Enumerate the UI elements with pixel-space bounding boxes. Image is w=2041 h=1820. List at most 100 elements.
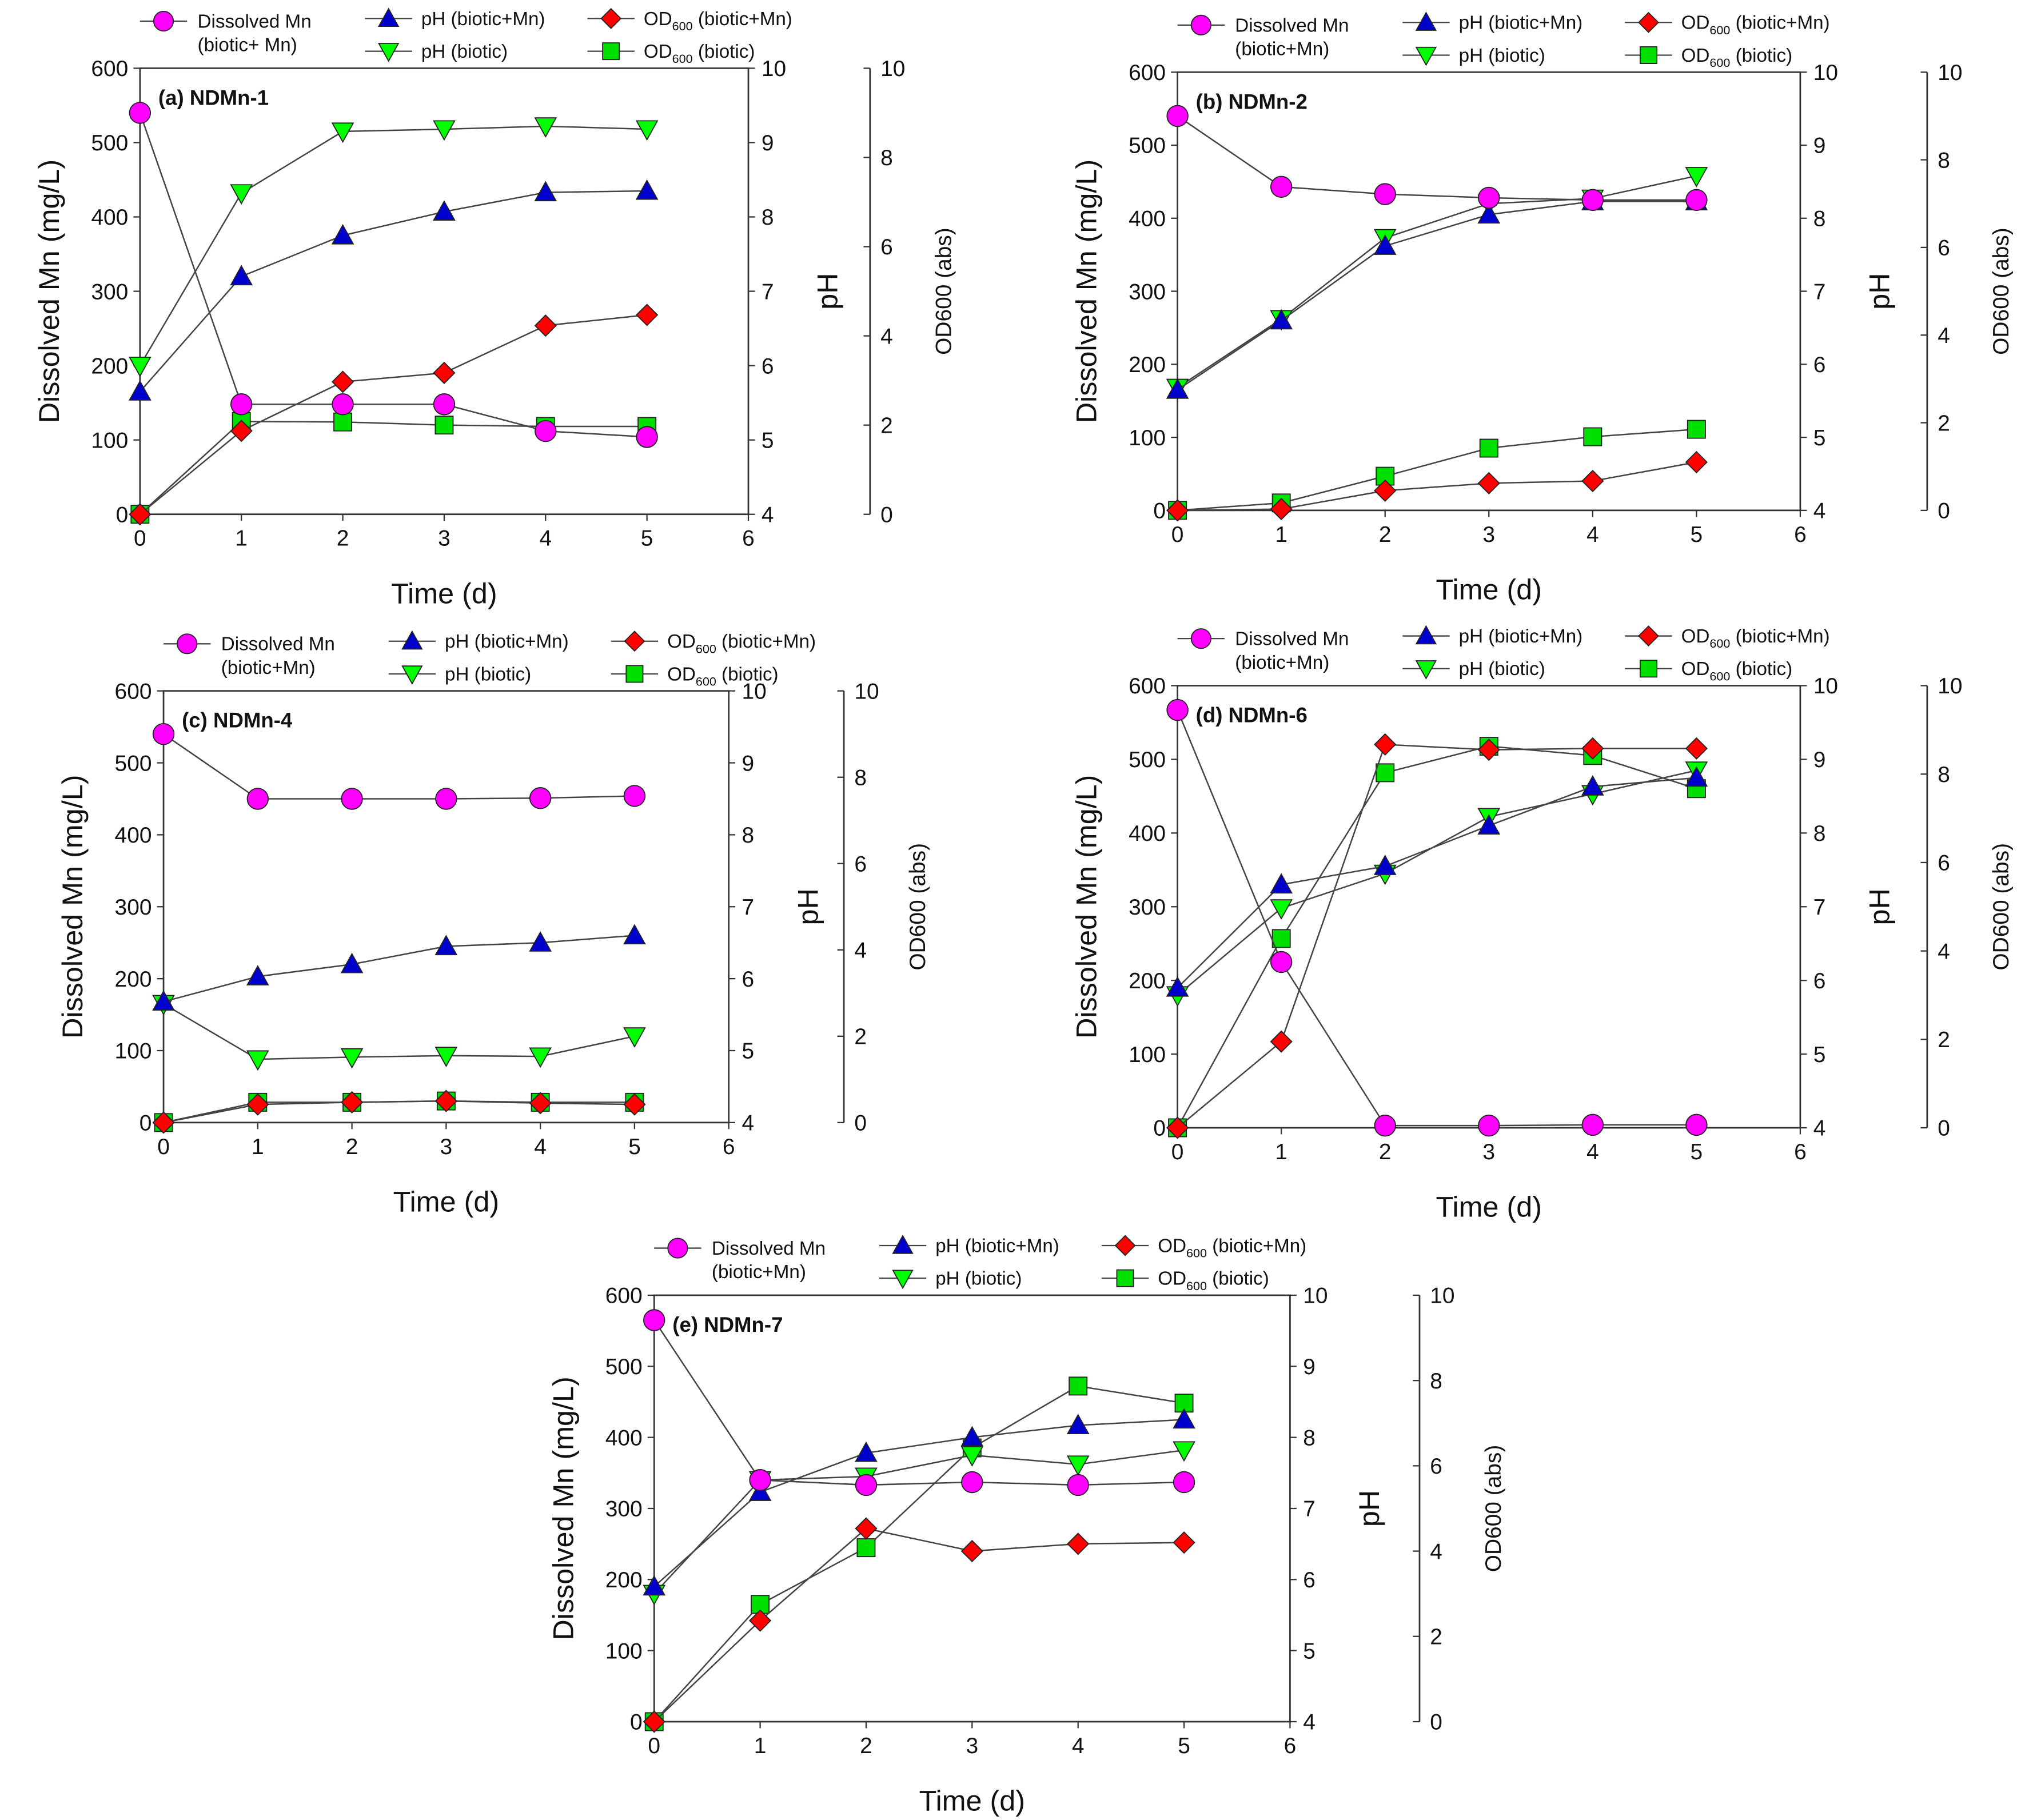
ph-tick-label: 6	[742, 967, 755, 992]
x-tick-label: 0	[134, 526, 146, 551]
data-point-od_mn	[129, 503, 152, 526]
series-line-od_mn	[1177, 461, 1697, 512]
od-tick-label: 8	[1430, 1369, 1442, 1394]
y-left-tick-label: 600	[91, 57, 128, 81]
panel-title: (b) NDMn-2	[1196, 90, 1307, 113]
x-axis-title: Time (d)	[393, 1185, 499, 1218]
data-point-od_mn	[855, 1517, 878, 1540]
panel-title: (c) NDMn-4	[182, 709, 293, 732]
data-point-mn	[435, 788, 457, 810]
ph-axis-title: pH	[1863, 273, 1896, 309]
data-point-ph_mn	[623, 924, 646, 945]
legend-label-ph: pH (biotic)	[421, 41, 508, 62]
data-point-mn	[529, 787, 552, 809]
y-left-tick-label: 100	[91, 428, 128, 453]
data-point-ph_mn	[152, 990, 175, 1011]
data-point-ph	[635, 120, 659, 141]
panel-title: (e) NDMn-7	[672, 1313, 783, 1336]
legend-marker-od_mn	[624, 630, 645, 652]
legend: Dissolved Mn(biotic+Mn)pH (biotic+Mn)pH …	[654, 1234, 1306, 1293]
data-point-ph_mn	[635, 179, 659, 200]
legend-label-od_mn: OD600 (biotic+Mn)	[644, 9, 792, 33]
y-left-tick-label: 400	[91, 205, 128, 230]
y-left-tick-label: 200	[1129, 969, 1166, 993]
chart-panel: 0 1 2 3 4 5 6010020030040050060045678910024681…	[1070, 11, 2014, 605]
x-axis-title: Time (d)	[391, 577, 497, 609]
data-point-od_mn	[1581, 469, 1604, 493]
legend-marker-od_mn	[1114, 1235, 1136, 1256]
data-point-ph_mn	[1581, 775, 1604, 796]
legend-marker-ph_mn	[892, 1234, 914, 1254]
legend-label-ph_mn: pH (biotic+Mn)	[935, 1235, 1059, 1256]
legend-marker-od	[1639, 660, 1657, 678]
data-point-ph_mn	[246, 965, 269, 985]
data-point-ph_mn	[1373, 234, 1397, 255]
legend-marker-mn	[667, 1238, 688, 1259]
ph-tick-label: 10	[1303, 1284, 1328, 1308]
data-point-od	[333, 412, 353, 432]
data-point-od_mn	[1581, 737, 1604, 760]
y-left-tick-label: 600	[1129, 61, 1166, 85]
legend-label-mn-line2: (biotic+ Mn)	[198, 35, 297, 56]
ph-tick-label: 7	[1303, 1497, 1316, 1522]
x-tick-label: 6	[723, 1135, 735, 1159]
ph-tick-label: 8	[742, 823, 755, 848]
data-point-od_mn	[1685, 737, 1708, 760]
legend-marker-ph_mn	[401, 630, 423, 650]
data-point-mn	[230, 393, 253, 416]
legend-marker-mn	[177, 633, 198, 654]
x-tick-label: 2	[346, 1135, 358, 1159]
y-left-axis-title: Dissolved Mn (mg/L)	[547, 1376, 579, 1640]
series-line-od	[1177, 428, 1697, 512]
data-point-mn	[1067, 1474, 1089, 1496]
y-left-tick-label: 200	[605, 1568, 643, 1592]
data-point-mn	[961, 1471, 983, 1494]
legend-label-od_mn: OD600 (biotic+Mn)	[1681, 13, 1830, 37]
ph-tick-label: 7	[742, 895, 755, 920]
legend-label-mn: Dissolved Mn	[1235, 629, 1349, 650]
data-point-ph_mn	[1066, 1414, 1090, 1435]
data-point-mn	[1478, 186, 1500, 209]
data-point-od	[1271, 929, 1291, 948]
x-tick-label: 1	[1275, 522, 1287, 547]
x-tick-label: 4	[1586, 1140, 1599, 1164]
od-axis-title: OD600 (abs)	[1989, 843, 2014, 971]
x-tick-label: 4	[1072, 1734, 1085, 1758]
data-point-ph_mn	[748, 1480, 772, 1501]
od-tick-label: 2	[1430, 1625, 1442, 1650]
od-tick-label: 2	[1938, 411, 1950, 436]
ph-tick-label: 10	[742, 679, 767, 704]
ph-tick-label: 6	[762, 354, 774, 378]
y-left-axis-title: Dissolved Mn (mg/L)	[1070, 159, 1103, 423]
legend: Dissolved Mn(biotic+Mn)pH (biotic+Mn)pH …	[1177, 625, 1830, 683]
panel-title: (d) NDMn-6	[1196, 704, 1307, 727]
series-line-od	[1177, 745, 1697, 1128]
legend-label-od: OD600 (biotic)	[1681, 658, 1792, 683]
data-point-ph	[230, 184, 253, 205]
data-point-ph_mn	[434, 935, 458, 956]
data-point-ph_mn	[1270, 309, 1293, 330]
x-tick-label: 5	[641, 526, 653, 551]
data-point-mn	[749, 1469, 771, 1491]
y-left-axis-title: Dissolved Mn (mg/L)	[1070, 775, 1103, 1039]
legend-marker-ph_mn	[377, 7, 400, 27]
data-point-mn	[1685, 1113, 1708, 1136]
y-left-tick-label: 400	[605, 1426, 643, 1450]
x-tick-label: 3	[1482, 1140, 1495, 1164]
data-point-mn	[1478, 1114, 1500, 1137]
data-point-od_mn	[1173, 1531, 1195, 1554]
y-left-tick-label: 100	[605, 1639, 643, 1663]
data-point-mn	[1173, 1471, 1195, 1494]
legend-marker-ph	[1415, 46, 1437, 66]
legend-label-mn: Dissolved Mn	[712, 1238, 826, 1259]
legend-label-od: OD600 (biotic)	[667, 664, 778, 688]
data-point-od	[1069, 1376, 1088, 1396]
ph-tick-label: 9	[742, 751, 755, 776]
legend-marker-od	[625, 665, 644, 683]
data-point-od	[1583, 427, 1602, 446]
data-point-ph_mn	[230, 265, 253, 286]
data-point-ph	[534, 117, 557, 138]
od-axis-title: OD600 (abs)	[1989, 227, 2014, 355]
data-point-ph_mn	[643, 1575, 666, 1596]
y-left-tick-label: 300	[605, 1497, 643, 1522]
